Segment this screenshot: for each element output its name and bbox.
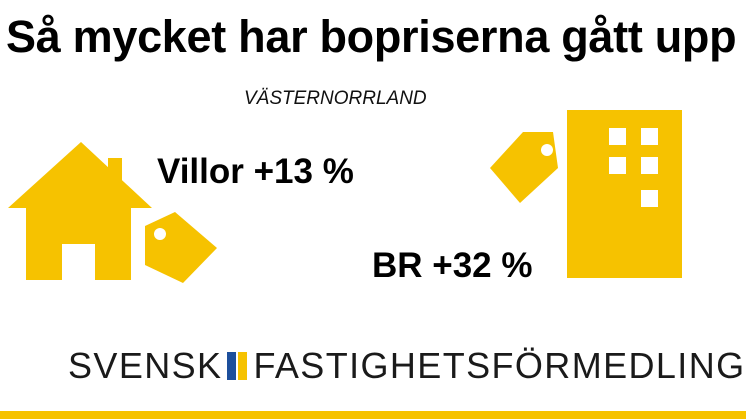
swedish-flag-icon (227, 352, 248, 380)
region-subtitle: VÄSTERNORRLAND (244, 88, 427, 109)
br-increase: BR +32 % (372, 246, 533, 285)
villor-increase: Villor +13 % (157, 152, 354, 191)
page-title: Så mycket har bopriserna gått upp (6, 11, 737, 62)
apartment-building-icon (567, 110, 682, 278)
price-tag-icon (145, 212, 217, 283)
brand-logo: SVENSK FASTIGHETSFÖRMEDLING (68, 348, 746, 384)
bottom-accent-bar (0, 411, 746, 419)
illustration (8, 110, 682, 283)
price-tag-icon (490, 132, 558, 203)
house-icon (8, 142, 152, 280)
brand-name-left: SVENSK (68, 345, 223, 386)
brand-name-right: FASTIGHETSFÖRMEDLING (253, 345, 746, 386)
